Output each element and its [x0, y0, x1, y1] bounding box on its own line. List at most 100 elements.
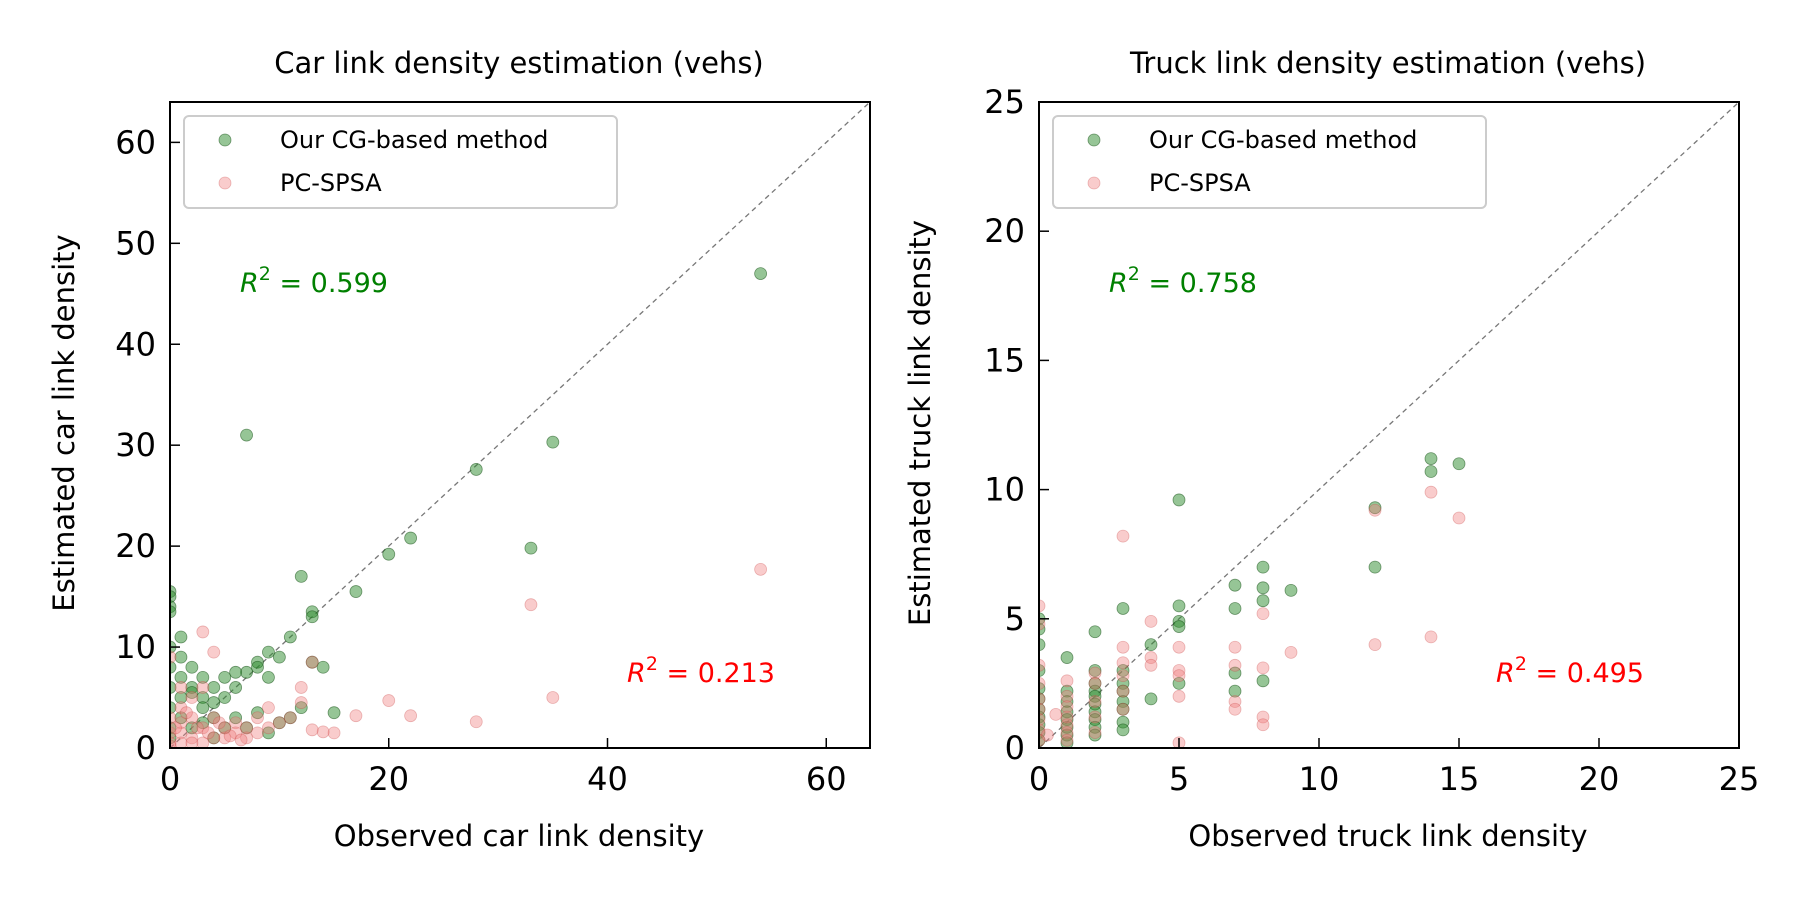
pc-spsa-point	[1039, 723, 1046, 737]
cg-method-point	[185, 686, 199, 699]
x-tick-label: 25	[1719, 760, 1760, 798]
y-tick-label: 0	[136, 729, 156, 767]
cg-method-point	[170, 590, 177, 603]
pc-spsa-point	[469, 715, 483, 729]
pc-spsa-point	[305, 655, 319, 669]
y-tick-label: 20	[115, 527, 156, 565]
pc-spsa-point	[170, 736, 177, 748]
pc-spsa-point	[524, 598, 538, 612]
pc-spsa-point	[349, 709, 363, 723]
pc-spsa-point	[170, 726, 177, 740]
cg-method-point	[349, 585, 363, 598]
cg-method-point	[327, 706, 341, 720]
pc-spsa-point	[1060, 726, 1074, 739]
pc-spsa-point	[1228, 695, 1242, 708]
cg-method-point	[185, 660, 199, 674]
cg-method-point	[218, 691, 232, 704]
car-density-chart: Car link density estimation (vehs) Obser…	[47, 46, 871, 853]
cg-method-point	[1368, 501, 1382, 515]
pc-spsa-point	[196, 736, 210, 748]
pc-spsa-point	[1088, 677, 1102, 690]
scatter-points	[170, 267, 768, 748]
cg-method-point	[1256, 581, 1270, 595]
cg-method-point	[305, 655, 319, 669]
x-tick-label: 60	[806, 760, 847, 798]
pc-spsa-point	[1039, 617, 1046, 631]
legend-marker	[1087, 176, 1101, 190]
pc-spsa-point	[185, 711, 199, 725]
y-tick-label: 25	[984, 83, 1025, 121]
pc-spsa-point	[1041, 728, 1054, 742]
cg-method-point	[229, 711, 243, 725]
x-tick-label: 20	[368, 760, 409, 798]
cg-method-point	[1172, 493, 1186, 507]
legend	[183, 115, 618, 209]
cg-method-point	[283, 711, 297, 725]
cg-method-point	[174, 670, 188, 684]
cg-method-point	[1088, 728, 1102, 742]
cg-method-point	[1060, 736, 1074, 748]
cg-method-point	[1116, 602, 1130, 615]
pc-spsa-point	[1256, 710, 1270, 724]
cg-method-point	[272, 650, 286, 664]
pc-spsa-point	[1088, 710, 1102, 724]
pc-spsa-point	[1172, 689, 1186, 703]
cg-method-point	[251, 660, 264, 674]
plot-frame	[169, 101, 871, 749]
pc-spsa-point	[218, 721, 232, 735]
cg-method-point	[546, 435, 560, 449]
cg-method-point	[196, 670, 210, 684]
pc-spsa-point	[196, 681, 210, 694]
pc-spsa-point	[1088, 666, 1102, 680]
chart-title: Car link density estimation (vehs)	[274, 46, 764, 80]
cg-method-point	[1039, 682, 1046, 695]
y-tick-label: 40	[115, 325, 156, 363]
cg-method-point	[196, 701, 210, 715]
x-tick-label: 5	[1169, 760, 1189, 798]
cg-method-point	[1039, 638, 1046, 652]
plot-area: 0 5 10 15 20 25 0 5 10 15 20 25 Our CG-based method P…	[984, 83, 1759, 798]
pc-spsa-point	[1256, 607, 1270, 621]
cg-method-point	[1172, 620, 1186, 633]
pc-spsa-point	[382, 694, 396, 707]
pc-spsa-point	[1144, 614, 1158, 628]
cg-method-point	[294, 570, 308, 583]
pc-spsa-point	[170, 739, 177, 748]
cg-method-point	[229, 665, 243, 679]
pc-spsa-point	[185, 736, 199, 748]
pc-spsa-point	[1116, 684, 1130, 698]
cg-method-point	[1228, 666, 1242, 680]
cg-method-point	[524, 541, 538, 555]
cg-method-point	[170, 721, 177, 735]
cg-method-point	[240, 665, 253, 679]
cg-method-point	[170, 701, 177, 715]
cg-method-point	[1228, 578, 1242, 592]
pc-spsa-point	[1256, 661, 1270, 675]
x-axis-label: Observed car link density	[334, 819, 704, 853]
pc-spsa-point	[1039, 713, 1046, 726]
cg-method-point	[1452, 457, 1466, 471]
pc-spsa-point	[754, 562, 768, 576]
pc-spsa-point	[1039, 702, 1046, 716]
cg-method-point	[174, 691, 188, 704]
cg-method-point	[170, 660, 177, 674]
pc-spsa-point	[1116, 640, 1130, 654]
pc-spsa-point	[316, 725, 330, 739]
y-tick-label: 5	[1005, 600, 1025, 638]
pc-spsa-point	[1039, 677, 1046, 690]
pc-spsa-point	[1116, 669, 1130, 683]
pc-spsa-point	[201, 726, 215, 740]
pc-spsa-point	[1452, 511, 1466, 525]
pc-spsa-point	[1060, 718, 1074, 732]
cg-method-point	[251, 706, 264, 720]
pc-spsa-point	[1172, 669, 1186, 683]
pc-spsa-point	[294, 681, 308, 694]
pc-spsa-point	[240, 731, 253, 745]
cg-method-point	[1039, 692, 1046, 706]
cg-method-point	[218, 670, 232, 684]
cg-method-point	[294, 701, 308, 715]
pc-spsa-point	[1228, 658, 1242, 672]
cg-method-point	[240, 428, 253, 442]
y-tick-label: 15	[984, 341, 1025, 379]
